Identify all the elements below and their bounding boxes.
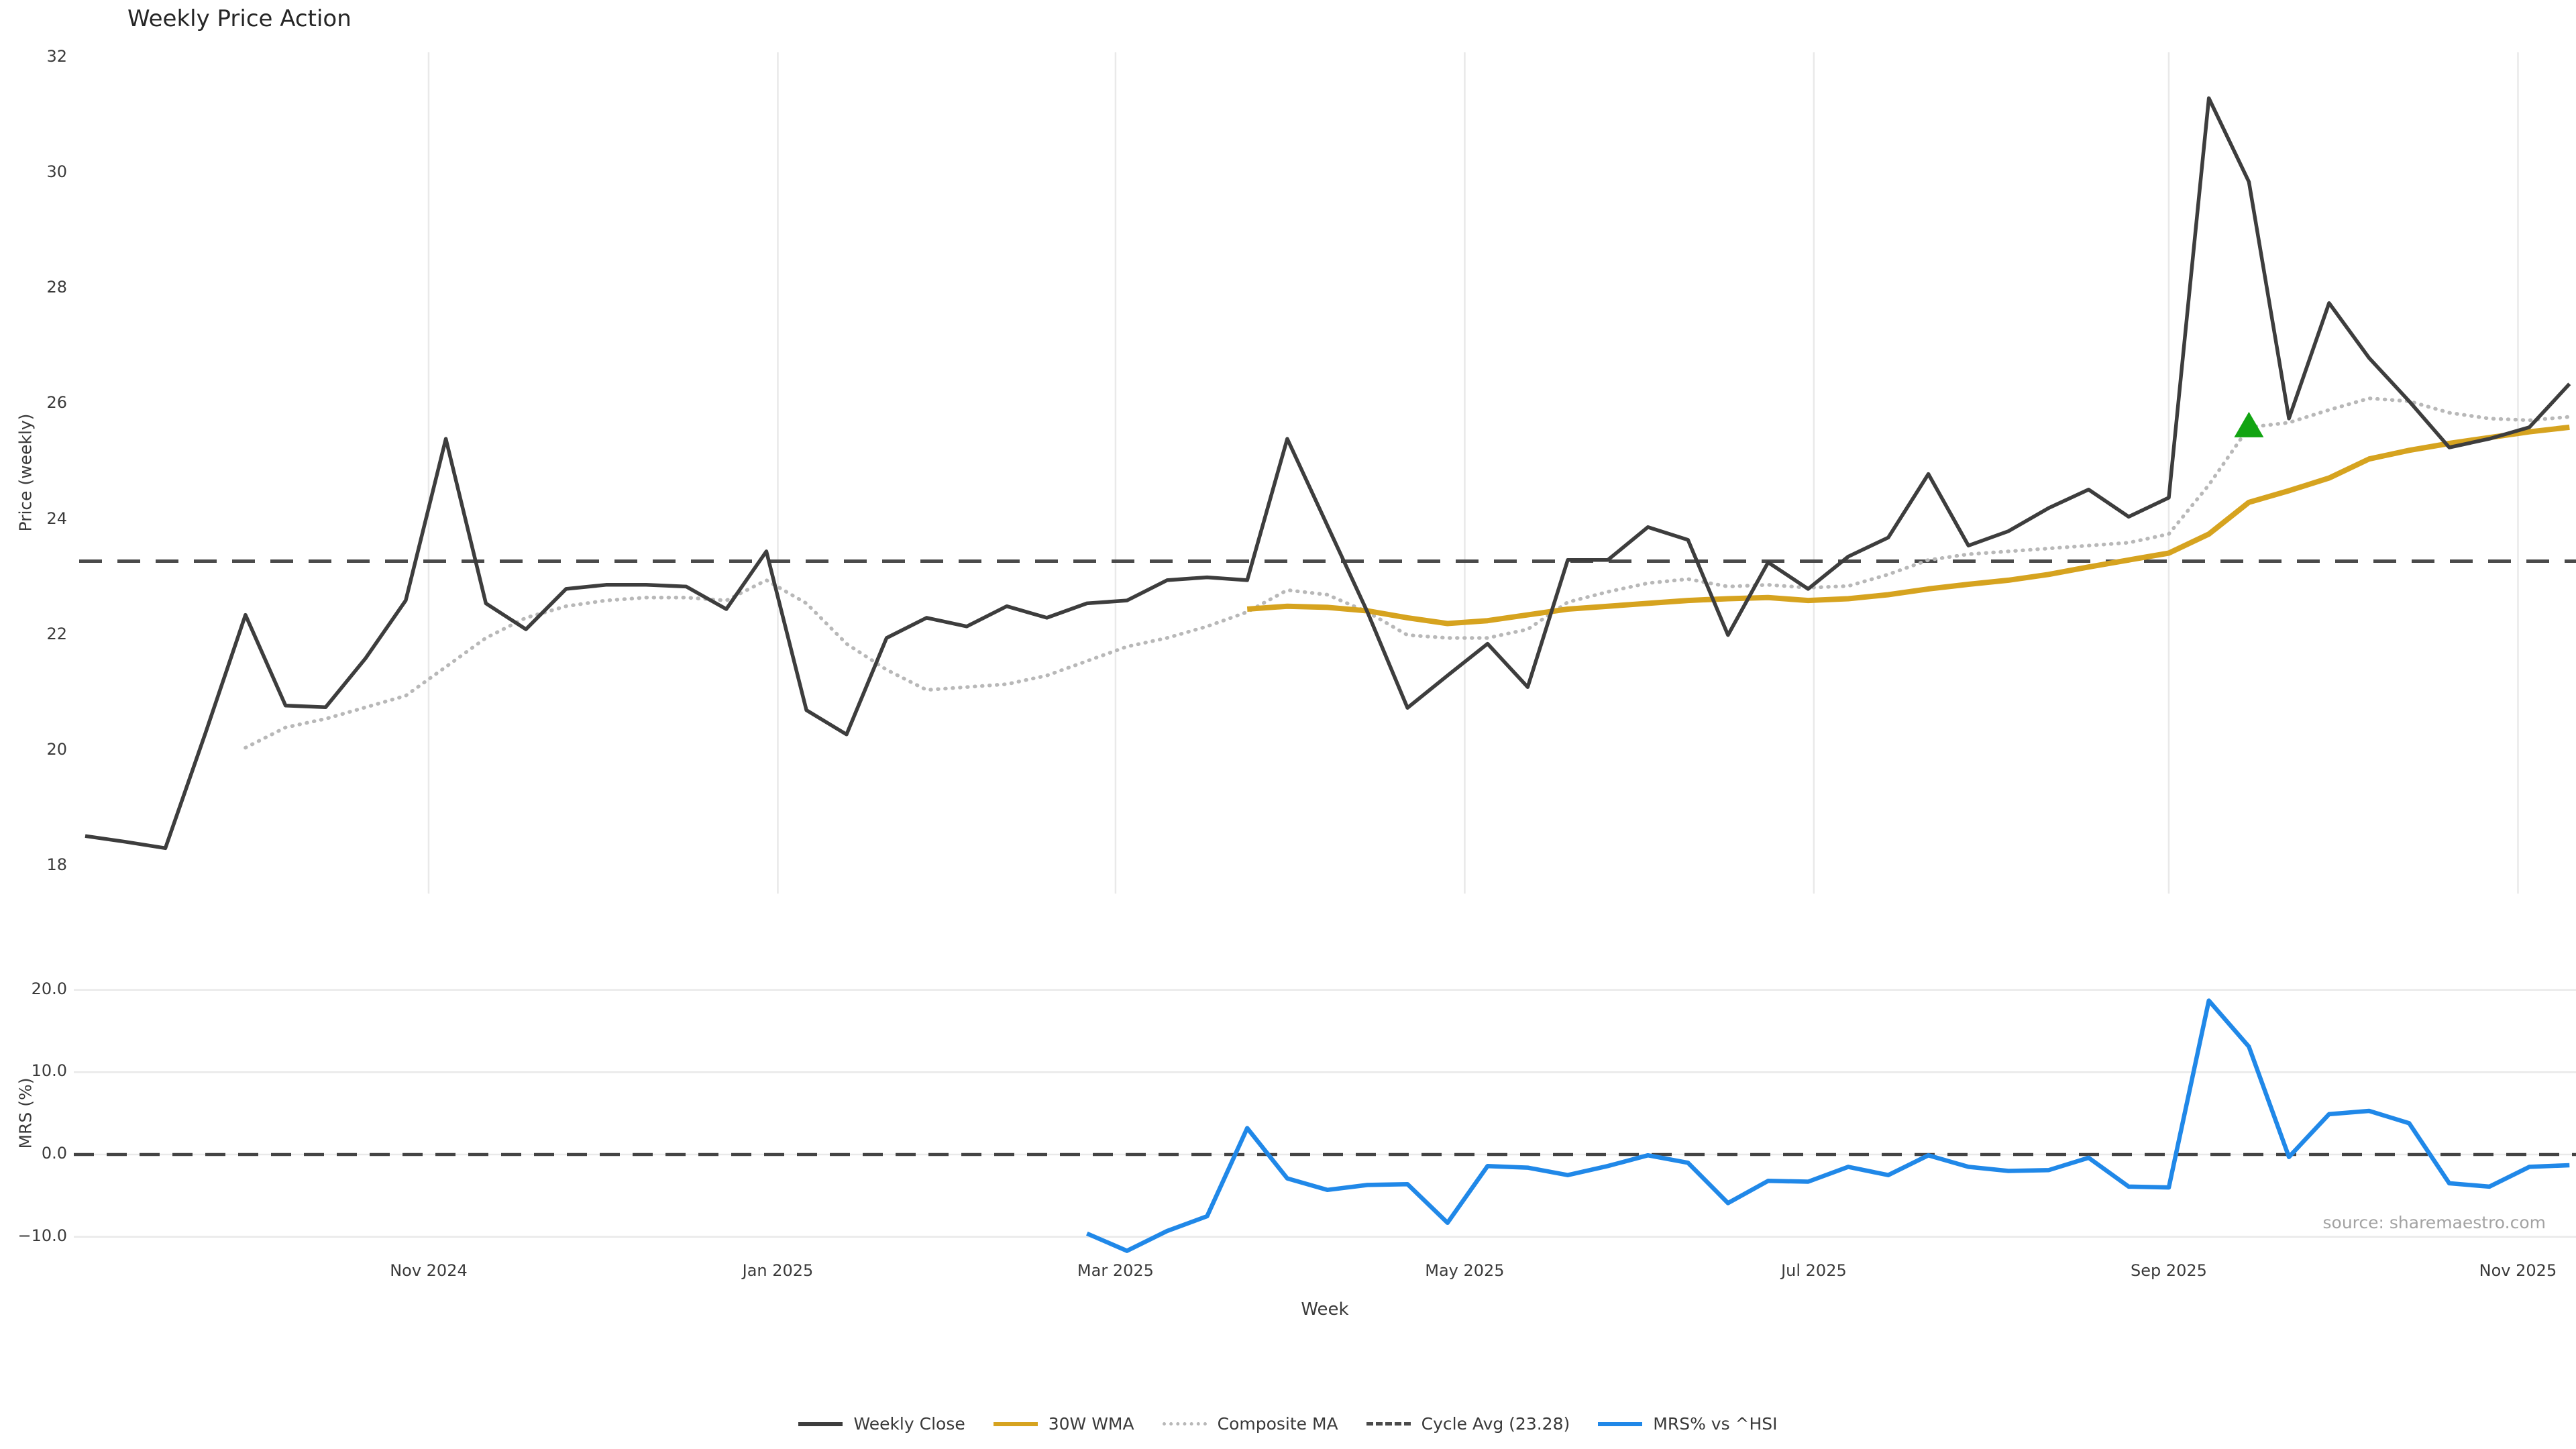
legend-swatch-icon — [1366, 1422, 1411, 1426]
wma30-line — [1246, 424, 2570, 627]
weekly-close-line — [85, 96, 2571, 851]
mrs-ytick-label: 20.0 — [31, 979, 67, 998]
legend-label: 30W WMA — [1048, 1414, 1134, 1434]
legend-swatch-icon — [798, 1421, 843, 1426]
x-tick-label: May 2025 — [1425, 1261, 1505, 1280]
x-tick-label: Sep 2025 — [2130, 1261, 2207, 1280]
price-ytick-label: 28 — [46, 278, 67, 297]
mrs-line — [1086, 998, 2570, 1253]
x-tick-label: Jan 2025 — [742, 1261, 814, 1280]
price-ytick-label: 30 — [46, 162, 67, 182]
x-tick-label: Nov 2024 — [390, 1261, 468, 1280]
price-ytick-label: 32 — [46, 47, 67, 66]
legend-swatch-icon — [1598, 1421, 1643, 1426]
composite-ma-line — [244, 396, 2572, 750]
mrs-ytick-label: 0.0 — [41, 1144, 67, 1163]
legend-item-composite-ma: Composite MA — [1162, 1414, 1338, 1434]
legend-item-cycle-avg-23-28-: Cycle Avg (23.28) — [1366, 1414, 1570, 1434]
legend-item-mrs-vs-hsi: MRS% vs ^HSI — [1598, 1414, 1778, 1434]
price-ytick-label: 20 — [46, 739, 67, 759]
page-title: Weekly Price Action — [127, 5, 352, 32]
source-watermark: source: sharemaestro.com — [2322, 1213, 2546, 1232]
mrs-ytick-label: −10.0 — [17, 1226, 67, 1245]
x-tick-label: Jul 2025 — [1781, 1261, 1847, 1280]
x-tick-label: Mar 2025 — [1077, 1261, 1154, 1280]
legend-swatch-icon — [993, 1421, 1038, 1426]
legend-label: Composite MA — [1217, 1414, 1338, 1434]
price-ytick-label: 22 — [46, 624, 67, 643]
legend-item-weekly-close: Weekly Close — [798, 1414, 965, 1434]
x-tick-label: Nov 2025 — [2479, 1261, 2557, 1280]
legend-label: Cycle Avg (23.28) — [1421, 1414, 1570, 1434]
x-axis-label: Week — [1301, 1299, 1349, 1320]
legend-label: MRS% vs ^HSI — [1653, 1414, 1778, 1434]
legend-label: Weekly Close — [853, 1414, 965, 1434]
legend-swatch-icon — [1162, 1422, 1207, 1426]
legend-item-30w-wma: 30W WMA — [993, 1414, 1134, 1434]
legend: Weekly Close 30W WMA Composite MA Cycle Avg… — [0, 1414, 2576, 1434]
signal-triangle-icon — [2234, 411, 2264, 437]
price-ytick-label: 26 — [46, 393, 67, 413]
mrs-ytick-label: 10.0 — [31, 1061, 67, 1081]
price-ytick-label: 18 — [46, 855, 67, 874]
price-ytick-label: 24 — [46, 508, 67, 528]
